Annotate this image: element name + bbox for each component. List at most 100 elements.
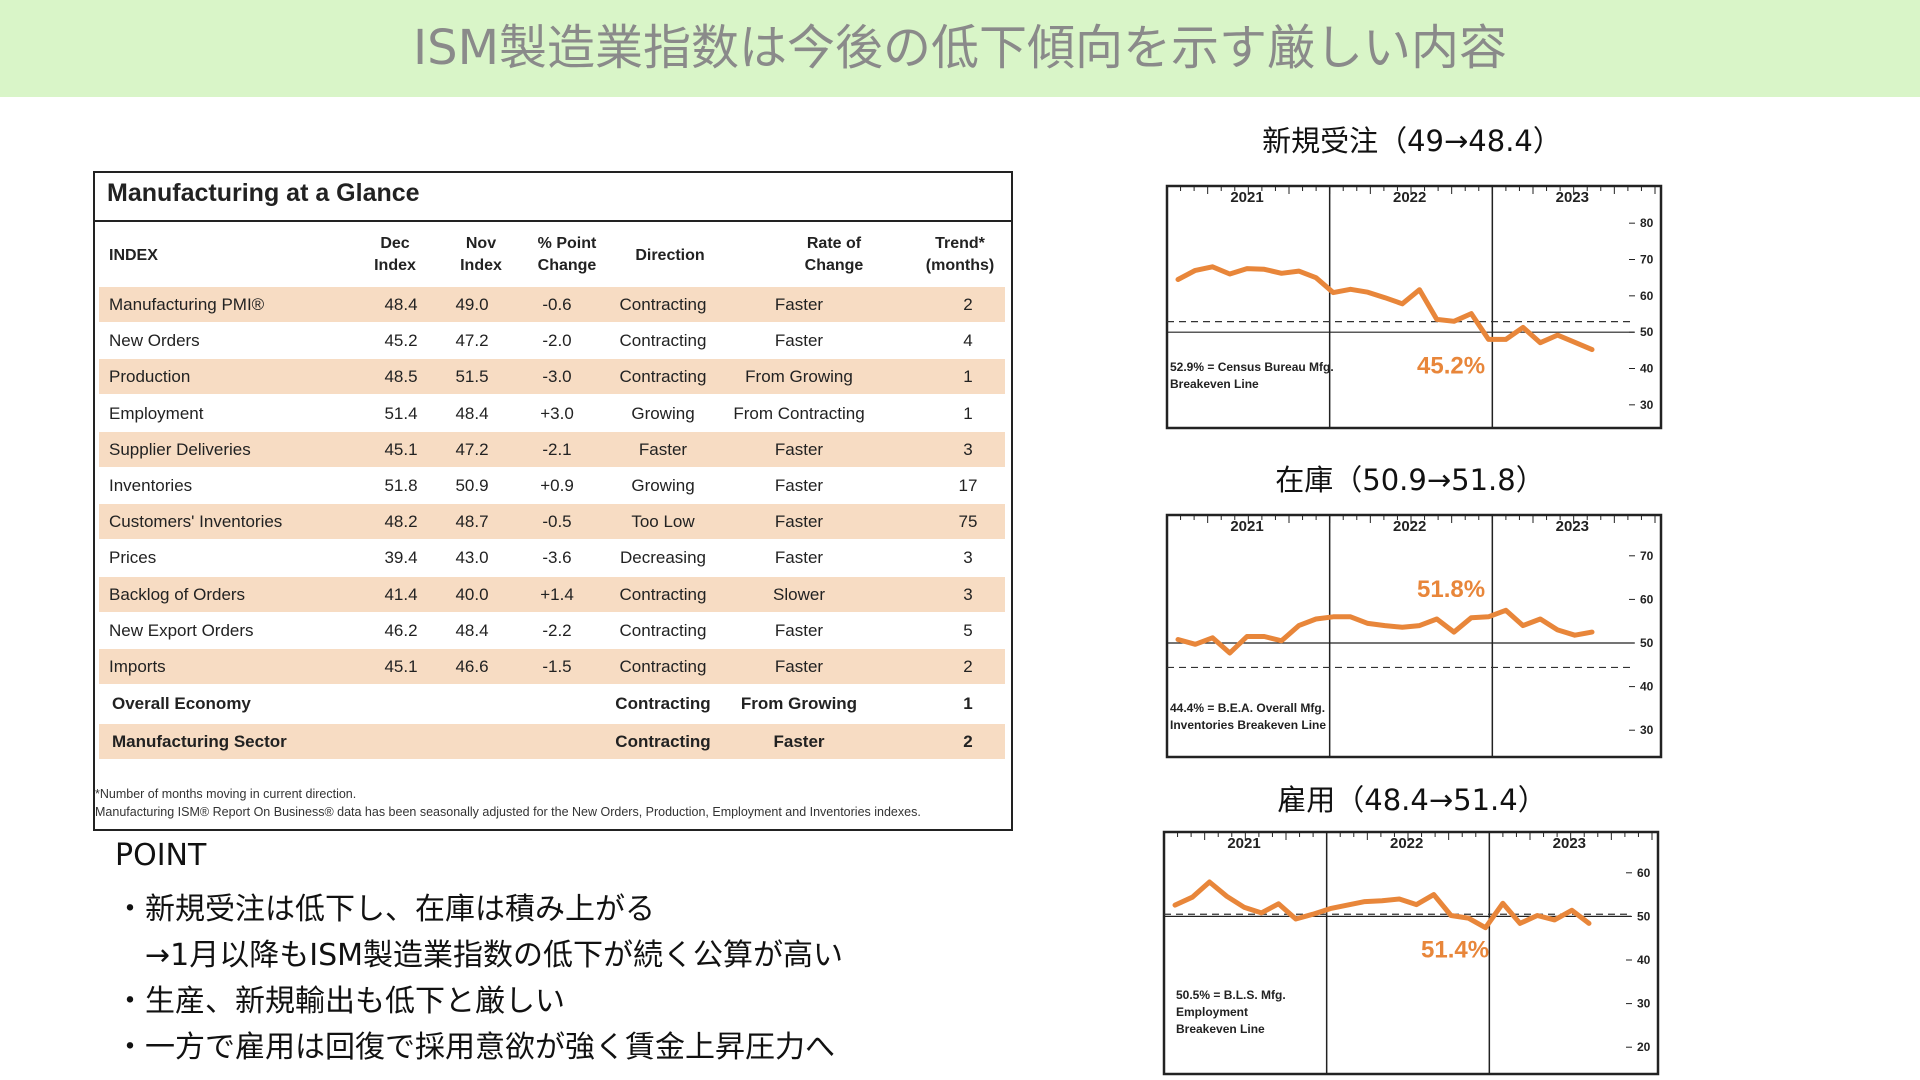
cell-nov: 46.6 [455, 657, 489, 676]
data-point [1432, 893, 1436, 897]
data-point [1521, 325, 1525, 329]
data-point [1328, 907, 1332, 911]
data-point [1400, 625, 1404, 629]
table-title: Manufacturing at a Glance [107, 179, 420, 207]
data-point [1535, 914, 1539, 918]
data-point [1518, 921, 1522, 925]
cell-nov: 50.9 [455, 476, 489, 495]
cell-direction: Contracting [619, 367, 707, 387]
cell-direction: Too Low [631, 512, 695, 532]
year-label: 2021 [1230, 189, 1263, 206]
cell-nov: 47.2 [455, 331, 489, 351]
chart-svg: 2021 2022 2023 30 40 50 60 70 44.4% = B.E.A. Ove… [1165, 513, 1663, 759]
cell-name: Production [109, 367, 191, 387]
data-point [1176, 638, 1180, 642]
data-point [1590, 630, 1594, 634]
cell-trend: 1 [963, 403, 973, 423]
cell-dec: 45.2 [384, 331, 418, 351]
breakeven-label: Inventories Breakeven Line [1170, 718, 1326, 732]
data-point [1487, 615, 1490, 619]
data-point [1538, 617, 1542, 621]
new-orders-chart: 2021 2022 2023 30 40 50 60 70 80 52.9% = Census B… [1164, 183, 1664, 431]
data-point [1435, 617, 1439, 621]
last-value-label: 45.2% [1417, 353, 1485, 380]
table-row: Employment 51.4 48.4 +3.0 Growing From Contra… [99, 396, 1005, 431]
cell-direction: Growing [631, 403, 695, 423]
data-point [1573, 633, 1577, 637]
cell-name: Overall Economy [112, 694, 251, 713]
cell-rate: Faster [773, 732, 825, 751]
data-point [1452, 630, 1456, 634]
y-tick-label: 40 [1637, 953, 1651, 967]
year-label: 2021 [1230, 518, 1263, 535]
y-tick-label: 70 [1640, 549, 1654, 563]
cell-change [512, 724, 602, 759]
cell-trend: 3 [963, 439, 973, 459]
title-banner [0, 0, 1920, 97]
year-label: 2023 [1556, 518, 1589, 535]
cell-name: Prices [109, 548, 157, 568]
cell-nov: 48.4 [455, 620, 489, 640]
cell-change: -2.1 [542, 439, 572, 459]
header-nov-line1: Nov [465, 235, 497, 252]
data-point [1331, 615, 1335, 619]
inventories-chart-title: 在庫（50.9→51.8） [1275, 463, 1545, 497]
last-value-label: 51.4% [1421, 936, 1489, 963]
data-point [1449, 914, 1453, 918]
y-tick-label: 20 [1637, 1040, 1651, 1054]
breakeven-label: Breakeven Line [1170, 377, 1259, 391]
cell-change: -3.6 [542, 548, 572, 568]
header-trend-months: Trend* (months) [915, 233, 1005, 277]
breakeven-label: 44.4% = B.E.A. Overall Mfg. [1170, 701, 1325, 715]
data-point [1277, 902, 1280, 906]
cell-trend: 3 [963, 584, 973, 604]
header-nov-index: Nov Index [436, 233, 526, 277]
data-point [1573, 340, 1577, 344]
point-line-1: ・新規受注は低下し、在庫は積み上がる [115, 892, 655, 927]
cell-name: New Export Orders [109, 620, 254, 640]
data-point [1173, 903, 1177, 907]
data-point [1504, 608, 1508, 612]
data-point [1556, 333, 1559, 337]
header-rate-line1: Rate of [806, 235, 862, 252]
cell-dec: 39.4 [384, 548, 418, 568]
data-point [1297, 269, 1301, 273]
header-index: INDEX [109, 247, 158, 264]
data-point [1176, 277, 1180, 281]
chart-svg: 2021 2022 2023 20 30 40 50 60 50.5% = B.L.S. Mfg… [1162, 830, 1660, 1076]
table-row: Backlog of Orders 41.4 40.0 +1.4 Contracting… [99, 576, 1005, 612]
y-tick-label: 50 [1640, 325, 1654, 339]
cell-change: -0.6 [542, 295, 572, 314]
cell-trend: 4 [963, 331, 973, 351]
year-label: 2022 [1393, 518, 1426, 535]
cell-nov: 48.4 [455, 403, 489, 423]
data-point [1380, 899, 1384, 903]
point-line-3: ・生産、新規輸出も低下と厳しい [115, 984, 565, 1019]
data-point [1294, 917, 1298, 921]
data-point [1487, 337, 1490, 341]
cell-direction: Contracting [619, 331, 707, 351]
data-point [1190, 895, 1194, 899]
data-point [1383, 296, 1387, 300]
cell-change: +3.0 [540, 403, 574, 423]
cell-change: -1.5 [542, 657, 572, 676]
employment-chart-title: 雇用（48.4→51.4） [1277, 783, 1547, 817]
cell-direction: Contracting [619, 584, 707, 604]
data-point [1349, 287, 1352, 291]
table-row: Inventories 51.8 50.9 +0.9 Growing Faster 17 [99, 468, 1005, 503]
data-point [1397, 897, 1401, 901]
data-point [1435, 317, 1439, 321]
data-point [1245, 267, 1249, 271]
chart-frame [1165, 184, 1663, 430]
footnote-seasonal: Manufacturing ISM® Report On Business® d… [95, 805, 921, 819]
cell-dec: 51.8 [384, 476, 418, 495]
y-tick-label: 60 [1640, 289, 1654, 303]
cell-name: Customers' Inventories [109, 512, 283, 532]
cell-nov: 49.0 [455, 295, 489, 314]
cell-direction: Contracting [619, 657, 707, 676]
cell-rate: From Growing [740, 694, 858, 713]
header-rate-line2: Change [804, 257, 864, 274]
cell-name: Inventories [109, 476, 193, 495]
year-label: 2023 [1553, 835, 1586, 852]
cell-dec: 45.1 [384, 439, 418, 459]
